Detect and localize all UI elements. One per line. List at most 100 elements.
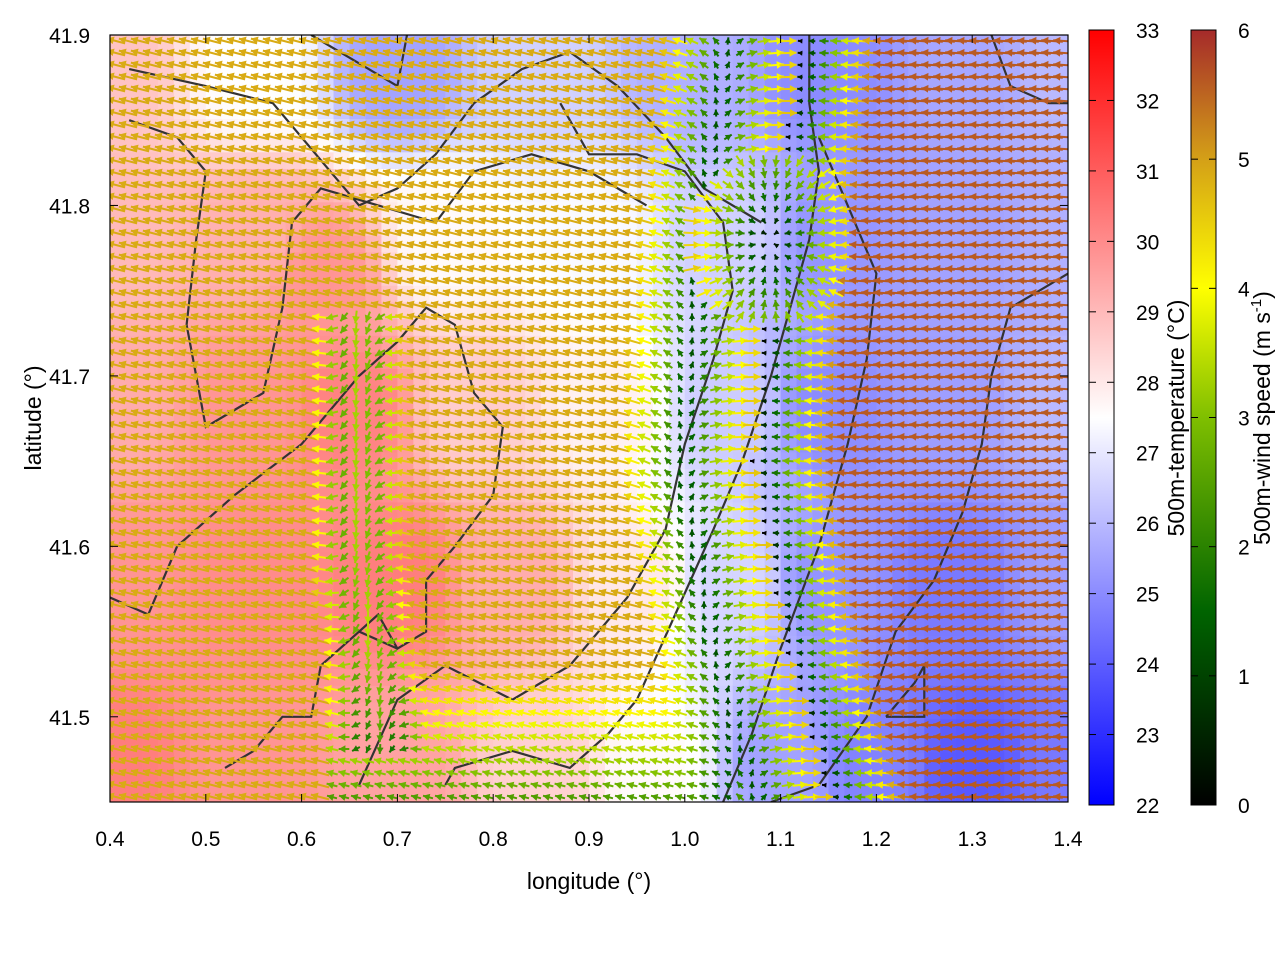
heatmap-cell (940, 268, 957, 286)
heatmap-cell (684, 785, 702, 802)
heatmap-cell (988, 568, 1005, 586)
heatmap-cell (349, 401, 367, 420)
heatmap-cell (988, 485, 1005, 503)
heatmap-cell (1004, 251, 1021, 270)
heatmap-cell (764, 201, 782, 220)
heatmap-cell (509, 335, 526, 353)
heatmap-cell (301, 568, 319, 586)
heatmap-cell (620, 785, 638, 802)
heatmap-cell (828, 785, 846, 802)
heatmap-cell (461, 485, 478, 503)
heatmap-cell (668, 785, 686, 802)
heatmap-cell (844, 335, 862, 353)
heatmap-cell (189, 585, 207, 603)
heatmap-cell (732, 251, 750, 270)
heatmap-cell (780, 51, 798, 69)
heatmap-cell (732, 635, 750, 653)
heatmap-cell (301, 235, 319, 253)
heatmap-cell (748, 568, 766, 586)
heatmap-cell (700, 418, 718, 436)
heatmap-cell (956, 185, 973, 203)
heatmap-cell (812, 701, 830, 720)
heatmap-cell (349, 535, 367, 553)
heatmap-cell (668, 301, 686, 320)
heatmap-cell (860, 551, 877, 570)
heatmap-cell (413, 335, 430, 353)
heatmap-cell (317, 668, 335, 686)
heatmap-cell (988, 635, 1005, 653)
heatmap-cell (684, 718, 702, 736)
heatmap-cell (349, 318, 367, 336)
heatmap-cell (317, 635, 335, 653)
heatmap-cell (141, 285, 159, 303)
heatmap-cell (173, 518, 191, 536)
heatmap-cell (748, 551, 766, 570)
heatmap-cell (317, 751, 335, 770)
heatmap-cell (940, 401, 957, 420)
heatmap-cell (381, 685, 398, 703)
heatmap-cell (844, 118, 862, 136)
heatmap-cell (125, 335, 143, 353)
heatmap-cell (748, 118, 766, 136)
heatmap-cell (812, 118, 830, 136)
heatmap-cell (780, 718, 798, 736)
heatmap-cell (860, 118, 877, 136)
heatmap-cell (285, 285, 303, 303)
heatmap-cell (812, 635, 830, 653)
heatmap-cell (956, 335, 973, 353)
heatmap-cell (892, 335, 909, 353)
heatmap-cell (365, 35, 383, 53)
heatmap-cell (349, 701, 367, 720)
heatmap-cell (253, 451, 271, 470)
heatmap-cell (844, 185, 862, 203)
heatmap-cell (956, 401, 973, 420)
heatmap-cell (1036, 335, 1053, 353)
heatmap-cell (764, 268, 782, 286)
heatmap-cell (700, 251, 718, 270)
heatmap-cell (189, 285, 207, 303)
heatmap-cell (988, 701, 1005, 720)
heatmap-cell (764, 718, 782, 736)
heatmap-cell (748, 485, 766, 503)
heatmap-cell (253, 151, 271, 169)
heatmap-cell (796, 35, 814, 53)
heatmap-cell (557, 185, 574, 203)
heatmap-cell (1004, 701, 1021, 720)
heatmap-cell (796, 701, 814, 720)
heatmap-cell (940, 718, 957, 736)
heatmap-cell (892, 401, 909, 420)
heatmap-cell (684, 235, 702, 253)
heatmap-cell (221, 35, 239, 53)
heatmap-cell (573, 785, 590, 802)
heatmap-cell (940, 418, 957, 436)
heatmap-cell (333, 785, 351, 802)
heatmap-cell (892, 551, 909, 570)
heatmap-cell (269, 218, 287, 236)
heatmap-cell (764, 235, 782, 253)
heatmap-cell (748, 618, 766, 636)
heatmap-cell (892, 118, 909, 136)
heatmap-cell (908, 568, 925, 586)
heatmap-cell (892, 485, 909, 503)
heatmap-cell (509, 185, 526, 203)
heatmap-cell (413, 185, 430, 203)
heatmap-cell (237, 585, 255, 603)
heatmap-cell (956, 551, 973, 570)
heatmap-cell (557, 35, 574, 53)
heatmap-cell (461, 35, 478, 53)
heatmap-cell (940, 785, 957, 802)
heatmap-cell (700, 268, 718, 286)
heatmap-cell (988, 418, 1005, 436)
heatmap-cell (892, 418, 909, 436)
heatmap-cell (892, 718, 909, 736)
heatmap-cell (604, 35, 622, 53)
heatmap-cell (940, 35, 957, 53)
heatmap-cell (812, 101, 830, 119)
heatmap-cell (173, 218, 191, 236)
heatmap-cell (604, 185, 622, 203)
heatmap-cell (413, 485, 430, 503)
heatmap-cell (1036, 568, 1053, 586)
heatmap-cell (892, 35, 909, 53)
heatmap-cell (812, 651, 830, 670)
heatmap-cell (988, 401, 1005, 420)
